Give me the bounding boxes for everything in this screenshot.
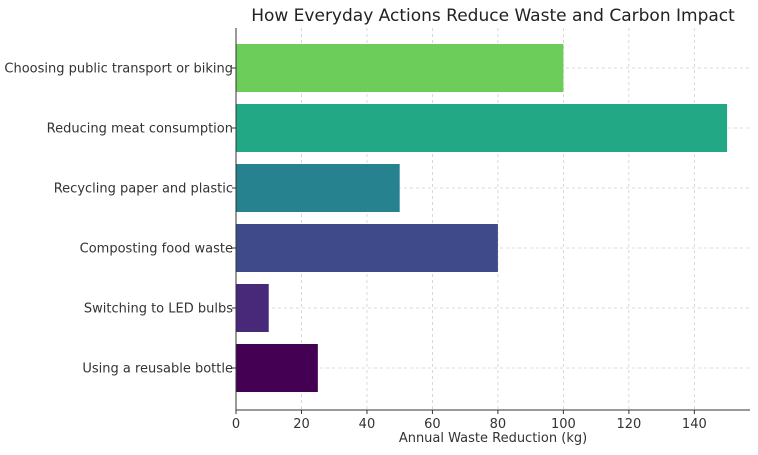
x-tick-label: 40 — [359, 417, 376, 432]
x-tick-label: 140 — [682, 417, 707, 432]
chart-title: How Everyday Actions Reduce Waste and Ca… — [251, 6, 735, 26]
y-tick-labels: Using a reusable bottle Switching to LED … — [4, 62, 236, 377]
x-tick-label: 0 — [232, 417, 240, 432]
bar — [236, 164, 400, 212]
x-axis-label: Annual Waste Reduction (kg) — [399, 431, 587, 446]
axes — [235, 28, 750, 411]
bar — [236, 104, 728, 152]
x-tick-label: 80 — [490, 417, 507, 432]
y-tick-label: Recycling paper and plastic — [54, 182, 233, 197]
y-tick-label: Reducing meat consumption — [47, 122, 233, 137]
y-tick-label: Switching to LED bulbs — [84, 302, 233, 317]
x-ticks: 0 20 40 60 80 100 120 140 — [232, 410, 707, 432]
bar — [236, 344, 318, 392]
x-tick-label: 120 — [616, 417, 641, 432]
y-tick-label: Composting food waste — [80, 242, 233, 257]
bars — [236, 44, 728, 392]
x-tick-label: 100 — [551, 417, 576, 432]
x-tick-label: 20 — [293, 417, 310, 432]
bar — [236, 284, 269, 332]
y-tick-label: Using a reusable bottle — [82, 362, 233, 377]
y-tick-label: Choosing public transport or biking — [4, 62, 233, 77]
x-tick-label: 60 — [424, 417, 441, 432]
bar — [236, 224, 498, 272]
bar — [236, 44, 564, 92]
